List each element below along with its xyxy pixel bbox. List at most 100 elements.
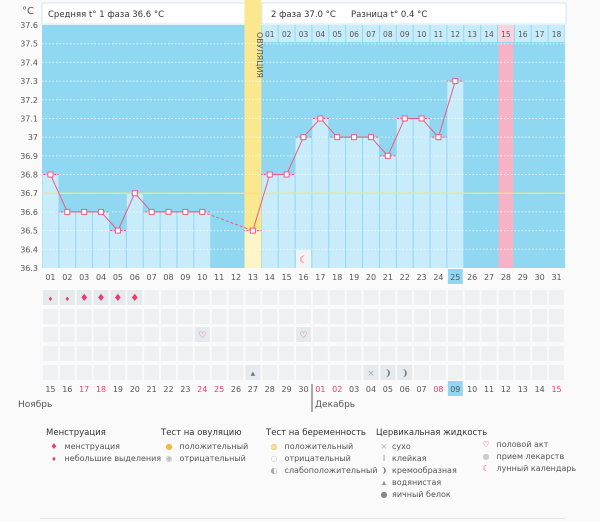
phase1-average: Средняя t° 1 фаза 36.6 °C: [48, 10, 164, 20]
legend-text: положительный: [284, 442, 354, 451]
cycle-day-label: 23: [416, 273, 426, 282]
symptom-cell: [262, 327, 278, 342]
creamy-icon: ❩: [380, 466, 388, 475]
symptom-cell: [144, 309, 160, 324]
symptom-cell: [312, 290, 328, 305]
symptom-cell: [228, 290, 244, 305]
phase2-day-label: 18: [552, 30, 562, 39]
cycle-day-label: 06: [130, 273, 140, 282]
calendar-date: 18: [96, 385, 106, 394]
symptom-cell: [380, 309, 396, 324]
symptom-cell: [245, 309, 261, 324]
calendar-date: 05: [383, 385, 393, 394]
phase2-day-label: 15: [501, 30, 511, 39]
symptom-cell: [549, 365, 564, 380]
calendar-date: 25: [214, 385, 224, 394]
symptom-cell: [447, 327, 463, 342]
phase2-day-cell: [278, 25, 295, 42]
symptom-cell: [279, 290, 295, 305]
symptom-cell: [194, 309, 210, 324]
symptom-cell: [549, 290, 564, 305]
phase2-day-label: 03: [299, 30, 309, 39]
y-tick-label: 37.2: [20, 96, 38, 105]
temperature-point: [452, 78, 459, 85]
unit-label: °C: [22, 6, 34, 17]
symptom-cell: [346, 365, 362, 380]
moon-icon: ☾: [482, 464, 490, 473]
temperature-bar: [346, 137, 363, 268]
symptom-cell: [127, 346, 143, 361]
temperature-difference: Разница t° 0.4 °C: [351, 10, 427, 20]
symptom-cell: [76, 365, 92, 380]
menstruation-cell: [76, 290, 92, 305]
symptom-cell: [498, 327, 514, 342]
legend-text: клейкая: [392, 454, 427, 463]
menstruation-cell: [93, 290, 109, 305]
temperature-bar: [42, 174, 59, 268]
symptom-cell: [296, 309, 311, 324]
phase2-day-label: 07: [366, 30, 376, 39]
temperature-bar: [59, 211, 76, 268]
symptom-cell: [414, 309, 430, 324]
calendar-date: 03: [349, 385, 359, 394]
cycle-day-label: 09: [180, 273, 190, 282]
menstruation-cell: [43, 290, 58, 305]
temperature-bar: [177, 211, 194, 268]
phase2-day-cell: [514, 25, 531, 42]
symptom-cell: [532, 365, 548, 380]
temperature-segment: [202, 211, 254, 232]
symptom-cell: [464, 327, 480, 342]
symptom-cell: [194, 290, 210, 305]
temperature-bar: [278, 174, 295, 268]
menstruation-icon: ♦: [113, 293, 122, 304]
y-tick-label: 37.3: [20, 77, 38, 86]
temperature-bar: [379, 155, 396, 268]
ovulation-column: [244, 0, 262, 268]
spotting-icon: ♦: [65, 296, 70, 303]
legend-text: слабоположительный: [284, 466, 378, 475]
cervical-cell: [363, 365, 379, 380]
cycle-day-label: 29: [518, 273, 528, 282]
calendar-date: 09: [450, 385, 460, 394]
calendar-date: 04: [366, 385, 376, 394]
phase2-day-label: 04: [316, 30, 326, 39]
symptom-cell: [397, 327, 413, 342]
calendar-date: 08: [433, 385, 443, 394]
phase2-day-cell: [548, 25, 565, 42]
calendar-date: 02: [332, 385, 342, 394]
symptom-cell: [161, 290, 176, 305]
phase2-day-label: 11: [434, 30, 444, 39]
menstruation-icon: ♦: [80, 293, 89, 304]
legend-item: ◍ положительный: [266, 441, 377, 453]
symptom-cell: [397, 309, 413, 324]
cervical-cell: [397, 365, 413, 380]
symptom-cell: [447, 309, 463, 324]
intercourse-cell: [296, 327, 311, 342]
legend-text: яичный белок: [392, 490, 451, 499]
calendar-date: 13: [518, 385, 528, 394]
symptom-cell: [161, 346, 176, 361]
positive-test-icon: ◍: [270, 442, 278, 451]
legend-text: менструация: [64, 442, 120, 451]
symptom-cell: [93, 346, 109, 361]
cycle-day-label: 13: [248, 273, 258, 282]
symptom-cell: [464, 290, 480, 305]
symptom-cell: [177, 309, 193, 324]
symptom-cell: [177, 365, 193, 380]
symptom-cell: [43, 365, 58, 380]
symptom-cell: [549, 309, 564, 324]
temperature-point: [384, 152, 391, 159]
phase2-day-cell: [396, 25, 413, 42]
y-tick-label: 36.3: [20, 264, 38, 273]
cycle-day-label: 27: [484, 273, 494, 282]
legend-item: ▴ водянистая: [376, 477, 487, 489]
temperature-bar: [363, 137, 379, 268]
symptom-cell: [177, 346, 193, 361]
symptom-cell: [228, 346, 244, 361]
symptom-cell: [329, 327, 345, 342]
phase2-day-cell: [379, 25, 396, 42]
watery-icon: ▴: [251, 369, 256, 379]
phase2-day-label: 12: [451, 30, 461, 39]
temperature-bar: [109, 230, 126, 268]
